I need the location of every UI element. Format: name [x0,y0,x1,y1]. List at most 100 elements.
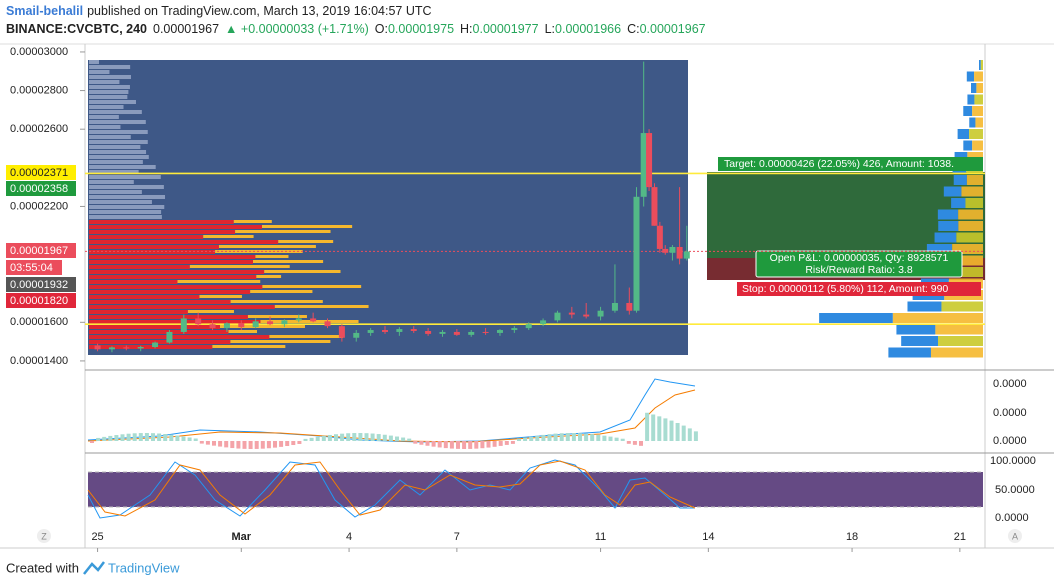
ohlc-value: 0.00001975 [388,22,454,36]
volume-profile-bar [89,180,134,184]
volume-profile-bar [89,160,143,164]
volume-profile-bar [89,335,270,339]
volume-profile-bar [264,270,341,273]
macd-bar [321,435,326,441]
volume-profile-bar [89,280,178,284]
volume-profile-bar [89,135,131,139]
macd-bar [669,420,674,441]
macd-bar [126,433,131,441]
volume-profile-bar [89,285,263,289]
macd-bar [474,441,479,449]
candle-body [496,330,503,333]
volume-profile-bar [937,336,983,346]
volume-profile-bar [965,198,983,208]
x-tick-label: 14 [702,531,714,543]
badge [6,293,76,308]
macd-bar [663,418,668,441]
volume-profile-bar [951,198,966,208]
ohlc-label: O: [375,22,388,36]
badge [6,260,62,275]
stoch-band [88,472,983,507]
badge [6,165,76,180]
target-badge [718,157,983,171]
volume-profile-bar [930,347,983,358]
badge-text: 0.00002358 [10,183,68,195]
volume-profile-bar [89,315,248,319]
macd-bar [327,434,332,441]
candle-body [152,342,159,348]
macd-bar [334,434,338,441]
volume-profile-bar [89,120,146,124]
volume-profile-bar [187,310,234,313]
volume-profile-bar [89,275,257,279]
volume-profile-bar [938,221,959,231]
ratio-text: Risk/Reward Ratio: 3.8 [805,264,913,276]
macd-bar [236,441,241,449]
macd-bar [480,441,485,449]
macd-bar [242,441,247,449]
macd-bar [254,441,259,449]
candle-body [137,347,144,349]
volume-profile-bar [89,165,156,169]
volume-profile-bar [958,209,983,220]
volume-profile-bar [89,155,149,159]
volume-profile-bar [89,85,130,89]
candle-body [223,323,230,329]
volume-profile-bar [89,60,99,64]
volume-profile-bar [966,71,975,82]
volume-profile-bar [177,280,261,283]
volume-profile-bar [955,255,983,266]
volume-profile-bar [89,100,136,104]
volume-profile-bar [969,117,976,128]
volume-profile-bar [262,225,353,228]
candle-body [676,246,683,259]
y-tick-label: 0.00001400 [10,355,68,367]
candle-body [583,314,590,317]
candle-body [597,310,604,317]
volume-profile-bar [89,325,220,329]
volume-profile-bar [89,340,231,344]
candle-body [511,328,518,331]
y-tick-label: 0.00001600 [10,316,68,328]
volume-profile-bar [278,240,334,243]
volume-profile-bar [980,60,983,70]
volume-profile-bar [947,267,983,277]
volume-profile-bar [219,325,305,328]
volume-profile-bar [956,232,983,243]
candle-body [108,347,115,350]
volume-profile-bar [269,335,343,338]
x-tick-label: 7 [454,531,460,543]
macd-bar [297,441,302,444]
author[interactable]: Smail-behalil [6,4,83,18]
badge [6,243,76,258]
macd-bar [590,434,595,441]
volume-profile-bar [89,75,131,79]
volume-profile-bar [961,186,983,197]
badge-text: 0.00001967 [10,245,68,257]
footer-brand[interactable]: TradingView [108,560,180,575]
corner-button[interactable] [1008,529,1022,543]
macd-bar [205,441,210,445]
volume-profile-bar [89,65,131,69]
volume-profile-bar [958,221,983,231]
volume-profile-bar [255,255,289,258]
published: published on TradingView.com, March 13, … [87,4,431,18]
macd-bar [510,441,515,444]
macd-bar [218,441,223,447]
badge [6,277,76,292]
candle-body [669,246,676,253]
macd-bar [571,433,576,441]
macd-bar [96,437,101,441]
candle-body [295,318,302,321]
candle-body [166,331,173,343]
macd-bar [492,441,497,447]
corner-text: Z [41,531,47,541]
macd-bar [346,433,351,441]
volume-profile-bar [230,340,331,343]
header-line: Smail-behalil published on TradingView.co… [6,4,432,18]
macd-bar [382,434,387,441]
macd-bar [376,434,381,441]
corner-button[interactable] [37,529,51,543]
macd-bar [620,438,625,441]
ohlc-label: H: [460,22,473,36]
